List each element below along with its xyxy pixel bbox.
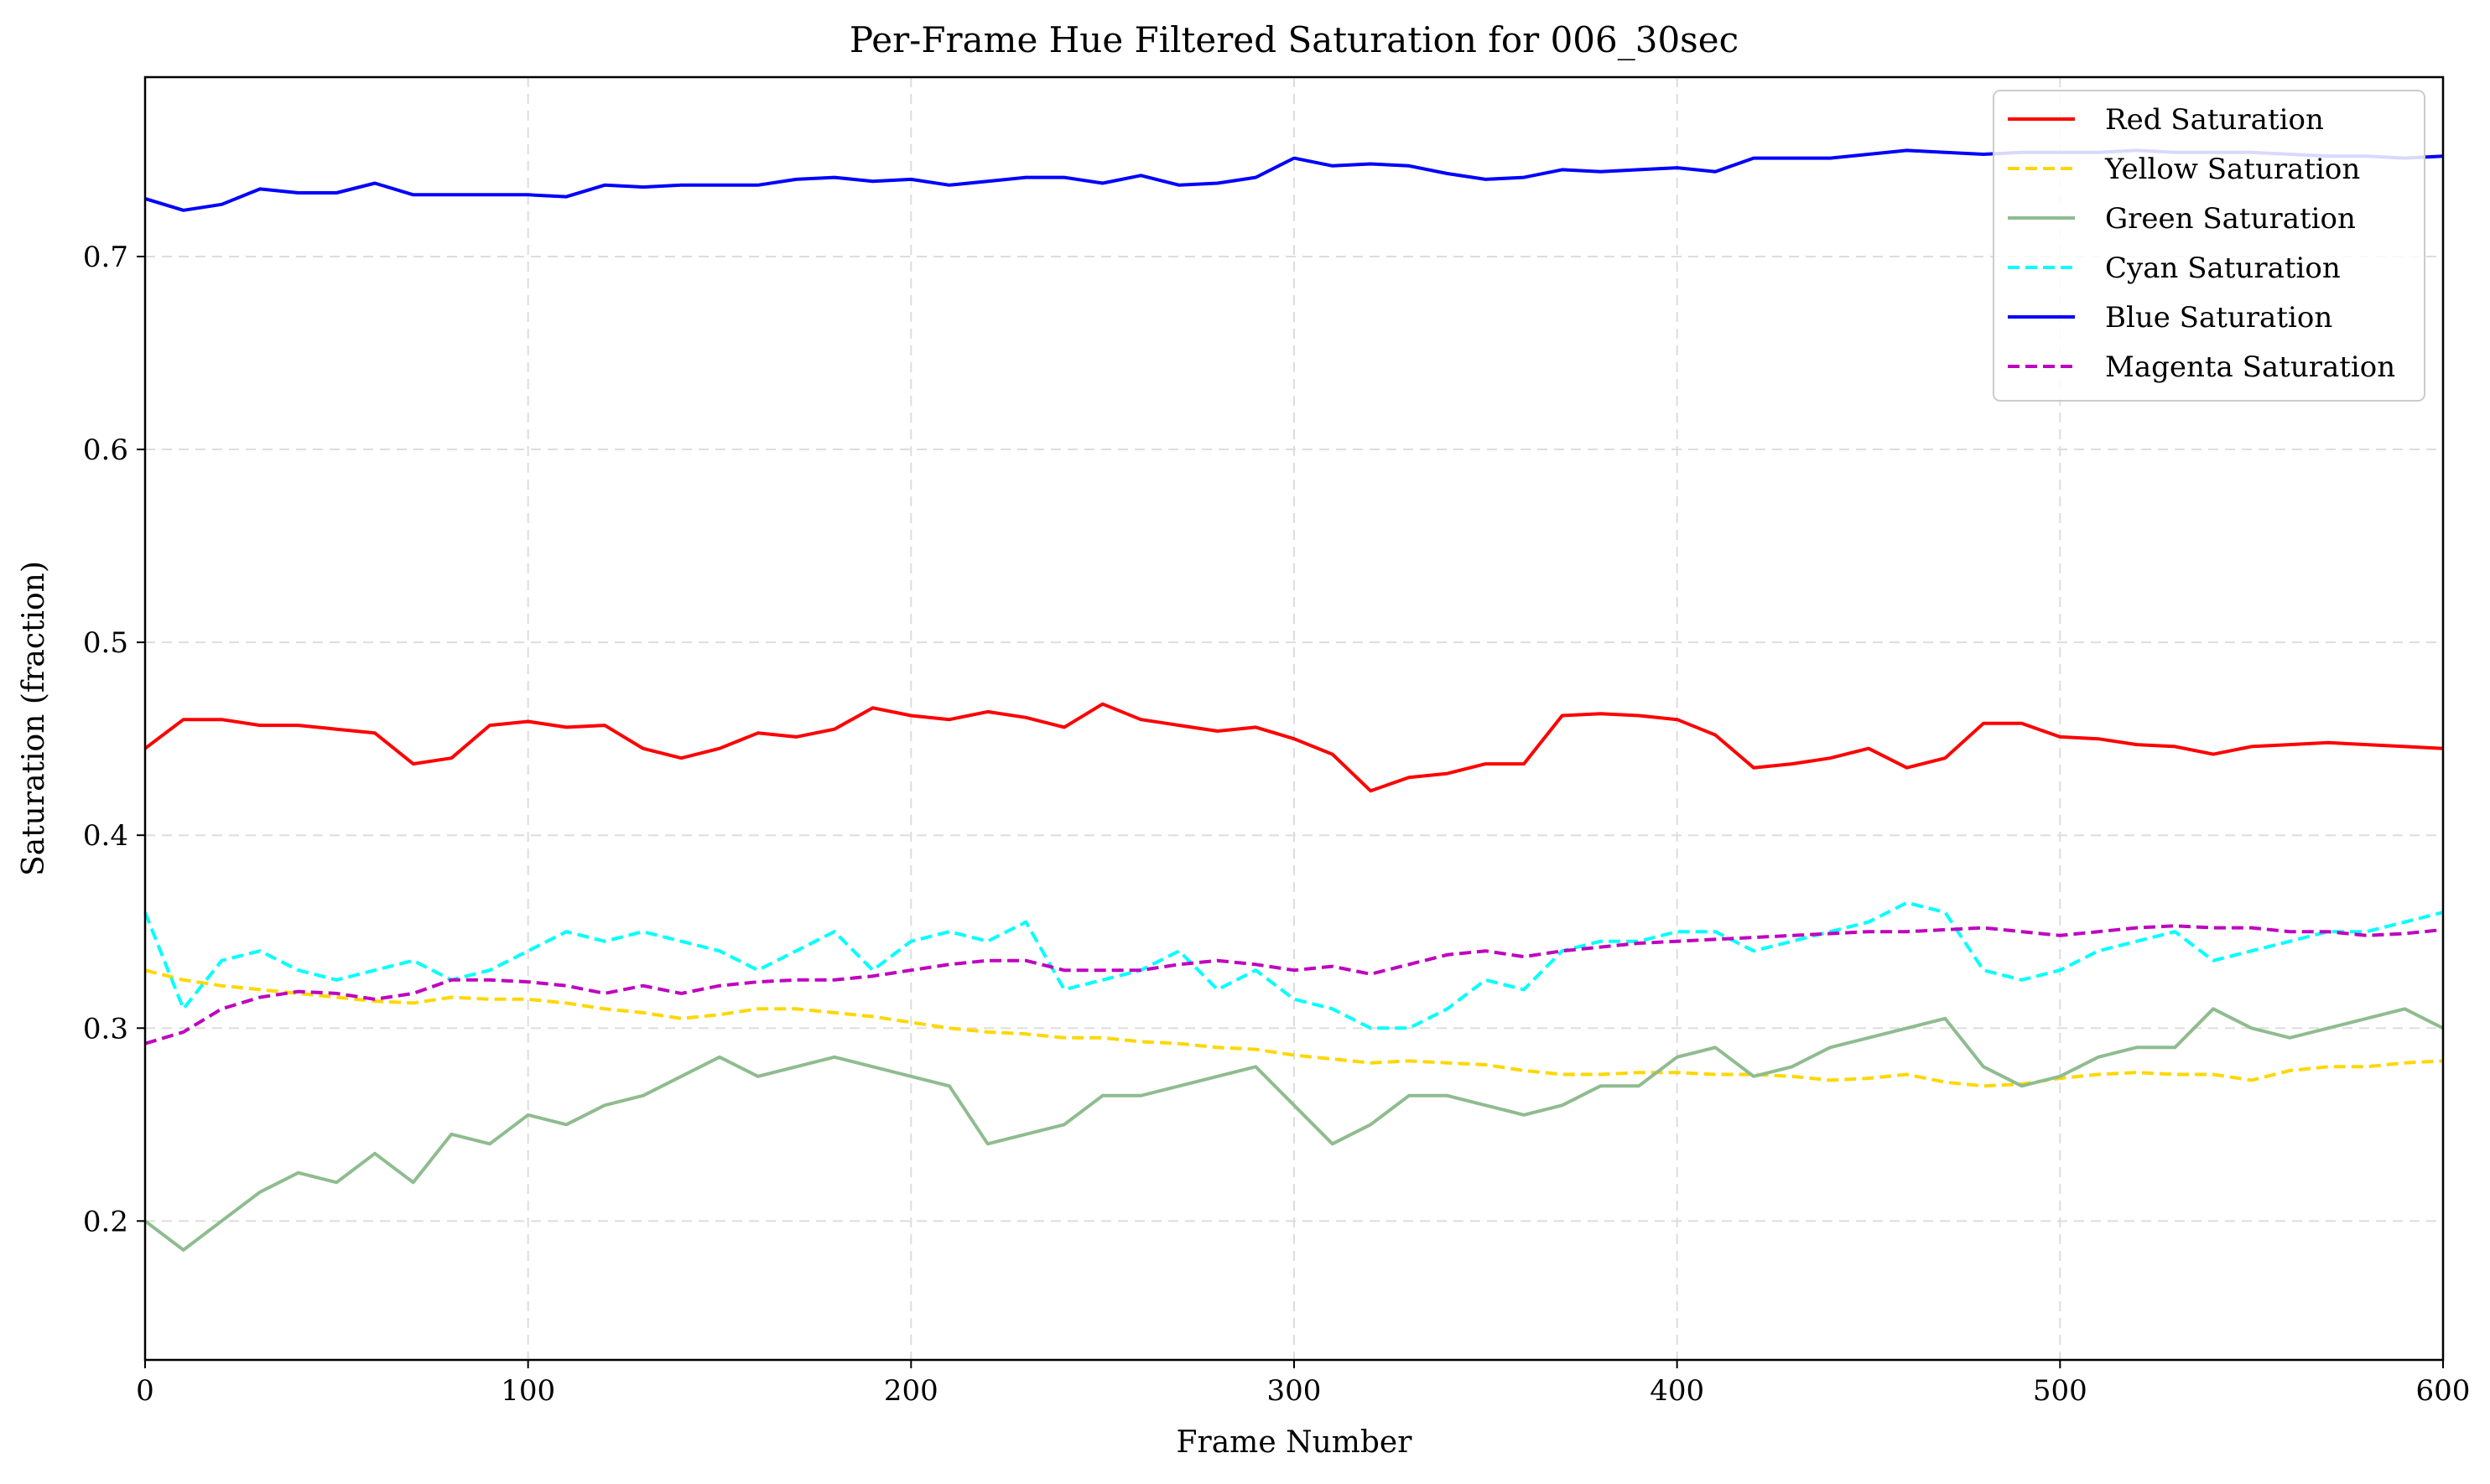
x-tick-label: 100 — [501, 1374, 555, 1408]
x-tick-label: 500 — [2033, 1374, 2087, 1408]
legend-label: Green Saturation — [2105, 202, 2356, 236]
x-tick-label: 600 — [2416, 1374, 2471, 1408]
legend-label: Cyan Saturation — [2105, 252, 2341, 285]
series-line-4 — [143, 900, 2444, 1030]
series-line-2 — [144, 968, 2444, 1088]
y-tick-label: 0.2 — [83, 1205, 128, 1238]
series-line-1 — [143, 702, 2444, 793]
y-tick-label: 0.3 — [83, 1012, 128, 1046]
y-tick-label: 0.5 — [83, 626, 128, 660]
y-tick-label: 0.7 — [83, 241, 128, 274]
legend-label: Blue Saturation — [2105, 301, 2332, 335]
legend-label: Red Saturation — [2105, 103, 2324, 137]
x-tick-label: 300 — [1267, 1374, 1322, 1408]
chart-title: Per-Frame Hue Filtered Saturation for 00… — [850, 19, 1739, 60]
x-axis-label: Frame Number — [1177, 1425, 1413, 1460]
y-axis-label: Saturation (fraction) — [17, 561, 51, 876]
legend-box — [1993, 90, 2425, 402]
legend-label: Yellow Saturation — [2104, 153, 2360, 186]
x-tick-label: 400 — [1650, 1374, 1704, 1408]
y-tick-label: 0.6 — [83, 433, 128, 467]
legend: Red Saturation Yellow Saturation Green Sat… — [1993, 90, 2425, 402]
x-tick-label: 0 — [136, 1374, 154, 1408]
x-tick-label: 200 — [884, 1374, 938, 1408]
legend-label: Magenta Saturation — [2105, 350, 2395, 384]
series-line-3 — [143, 1007, 2444, 1252]
y-axis-ticks: 0.2 0.3 0.4 0.5 0.6 0.7 — [83, 241, 145, 1238]
series-line-6 — [144, 924, 2444, 1046]
y-tick-label: 0.4 — [83, 819, 128, 853]
x-axis-ticks: 0 100 200 300 400 500 600 — [136, 1360, 2470, 1408]
